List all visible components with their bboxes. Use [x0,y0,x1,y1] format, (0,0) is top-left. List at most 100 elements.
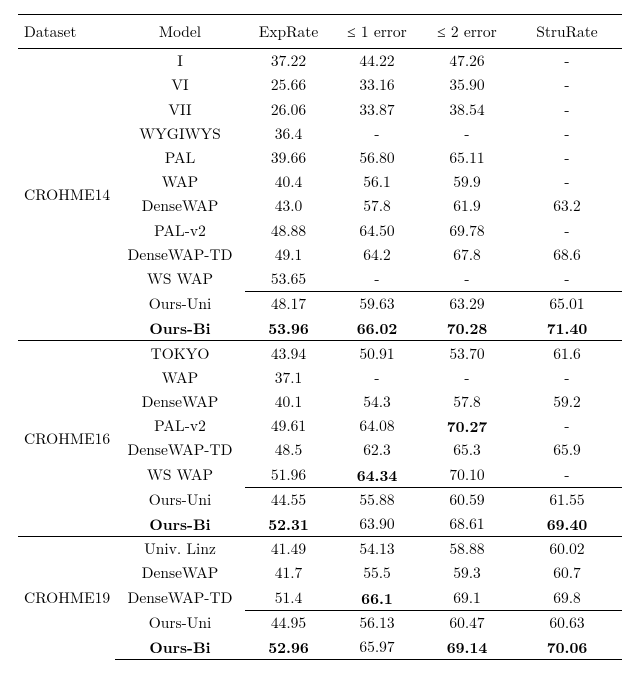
model-cell: Univ. Linz [115,537,245,562]
e2-cell: 65.11 [422,146,512,170]
e2-cell: 59.9 [422,170,512,194]
e1-cell: 57.8 [332,194,422,218]
dataset-cell: CROHME14 [18,49,115,341]
exprate-cell: 49.61 [245,414,332,438]
exprate-cell: 41.49 [245,537,332,562]
model-cell: DenseWAP-TD [115,438,245,462]
model-cell: WAP [115,366,245,390]
strurate-cell: - [512,122,622,146]
e1-cell: 64.34 [332,462,422,487]
e2-cell: 57.8 [422,390,512,414]
strurate-cell: 68.6 [512,243,622,267]
model-cell: VII [115,97,245,121]
table-row: CROHME19Univ. Linz41.4954.1358.8860.02 [18,537,622,562]
e2-cell: 59.3 [422,561,512,585]
model-cell: DenseWAP [115,390,245,414]
e2-cell: 67.8 [422,243,512,267]
strurate-cell: 60.7 [512,561,622,585]
e1-cell: 59.63 [332,292,422,317]
e1-cell: 55.88 [332,487,422,512]
strurate-cell: 65.01 [512,292,622,317]
model-cell: Ours-Uni [115,487,245,512]
e2-cell: 38.54 [422,97,512,121]
model-cell: WAP [115,170,245,194]
col-header-e2: ≤ 2 error [422,15,512,49]
model-cell: WS WAP [115,462,245,487]
strurate-cell: - [512,170,622,194]
exprate-cell: 37.1 [245,366,332,390]
e1-cell: 62.3 [332,438,422,462]
e2-cell: 53.70 [422,341,512,366]
e1-cell: - [332,366,422,390]
e2-cell: 65.3 [422,438,512,462]
exprate-cell: 39.66 [245,146,332,170]
e1-cell: 55.5 [332,561,422,585]
col-header-strurate: StruRate [512,15,622,49]
strurate-cell: - [512,218,622,242]
model-cell: PAL-v2 [115,218,245,242]
e1-cell: 50.91 [332,341,422,366]
exprate-cell: 26.06 [245,97,332,121]
model-cell: DenseWAP-TD [115,585,245,610]
e2-cell: 70.28 [422,316,512,341]
strurate-cell: 69.40 [512,512,622,537]
strurate-cell: - [512,146,622,170]
strurate-cell: 69.8 [512,585,622,610]
e1-cell: 64.50 [332,218,422,242]
exprate-cell: 44.95 [245,610,332,635]
e1-cell: 33.16 [332,73,422,97]
e1-cell: 66.02 [332,316,422,341]
e1-cell: 54.13 [332,537,422,562]
e1-cell: 63.90 [332,512,422,537]
e2-cell: 35.90 [422,73,512,97]
model-cell: TOKYO [115,341,245,366]
exprate-cell: 52.96 [245,635,332,660]
e2-cell: 68.61 [422,512,512,537]
e1-cell: 44.22 [332,49,422,74]
strurate-cell: 63.2 [512,194,622,218]
exprate-cell: 40.1 [245,390,332,414]
strurate-cell: 59.2 [512,390,622,414]
dataset-cell: CROHME19 [18,537,115,660]
model-cell: PAL [115,146,245,170]
strurate-cell: 71.40 [512,316,622,341]
model-cell: DenseWAP [115,194,245,218]
table-row: CROHME14I37.2244.2247.26- [18,49,622,74]
e2-cell: - [422,267,512,292]
exprate-cell: 52.31 [245,512,332,537]
e2-cell: 70.27 [422,414,512,438]
strurate-cell: 61.6 [512,341,622,366]
exprate-cell: 48.88 [245,218,332,242]
exprate-cell: 37.22 [245,49,332,74]
col-header-model: Model [115,15,245,49]
model-cell: WYGIWYS [115,122,245,146]
exprate-cell: 48.17 [245,292,332,317]
e2-cell: 69.1 [422,585,512,610]
strurate-cell: - [512,366,622,390]
exprate-cell: 36.4 [245,122,332,146]
exprate-cell: 44.55 [245,487,332,512]
strurate-cell: 65.9 [512,438,622,462]
e2-cell: 61.9 [422,194,512,218]
e1-cell: 33.87 [332,97,422,121]
e1-cell: - [332,122,422,146]
exprate-cell: 53.96 [245,316,332,341]
model-cell: VI [115,73,245,97]
model-cell: WS WAP [115,267,245,292]
model-cell: Ours-Uni [115,610,245,635]
table-row: CROHME16TOKYO43.9450.9153.7061.6 [18,341,622,366]
e2-cell: 58.88 [422,537,512,562]
strurate-cell: - [512,49,622,74]
e1-cell: 66.1 [332,585,422,610]
model-cell: PAL-v2 [115,414,245,438]
e1-cell: 64.2 [332,243,422,267]
results-table: Dataset Model ExpRate ≤ 1 error ≤ 2 erro… [18,14,622,660]
e1-cell: 54.3 [332,390,422,414]
strurate-cell: 61.55 [512,487,622,512]
exprate-cell: 40.4 [245,170,332,194]
col-header-e1: ≤ 1 error [332,15,422,49]
dataset-cell: CROHME16 [18,341,115,537]
e1-cell: 56.1 [332,170,422,194]
exprate-cell: 53.65 [245,267,332,292]
model-cell: Ours-Bi [115,512,245,537]
